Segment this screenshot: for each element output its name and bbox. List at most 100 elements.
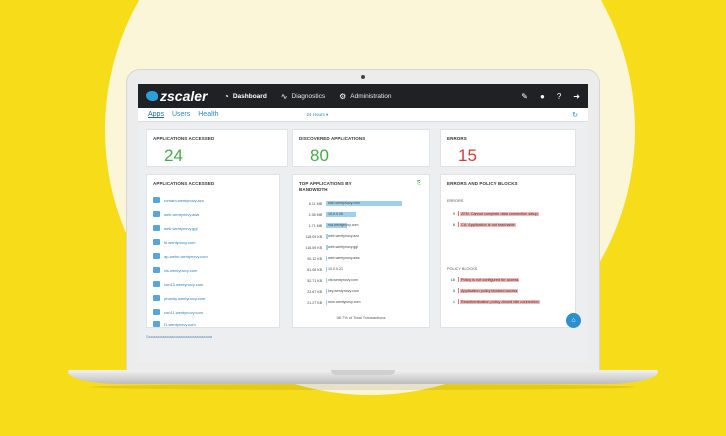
bandwidth-row[interactable]: 23.67 KB key.wentynovy.com — [299, 289, 402, 294]
policy-row[interactable]: 16 Policy is not configured for access — [447, 277, 520, 282]
bandwidth-row[interactable]: 1.71 MB rsa.wentynovy.com — [299, 223, 402, 228]
policy-label: POLICY BLOCKS — [447, 267, 478, 271]
policy-marker — [458, 277, 459, 282]
nav-dashboard-label: Dashboard — [232, 92, 267, 100]
bandwidth-app-name: web.wentynovy.azu — [328, 234, 360, 238]
list-item[interactable]: f1.wentynovy.com — [153, 321, 196, 327]
bandwidth-app-name: mon.wentynovy.com — [328, 300, 361, 304]
app-icon — [153, 211, 160, 217]
bandwidth-footer: 98.7% of Total Transactions — [336, 315, 386, 320]
error-row[interactable]: 9 ZEN: Cannot complete data connection se… — [447, 211, 539, 216]
bandwidth-row[interactable]: 61.08 KB 10.0.0.21 — [299, 267, 402, 272]
brand-name: zscaler — [160, 88, 208, 104]
bandwidth-app-name: 10.0.0.26 — [328, 212, 343, 216]
stat-card-applications-accessed[interactable]: APPLICATIONS ACCESSED 24 — [146, 129, 288, 167]
bandwidth-bar-fill — [326, 245, 328, 250]
policy-count: 1 — [452, 299, 455, 304]
chat-icon: ⌂ — [571, 317, 576, 324]
zscaler-logo[interactable]: zscaler — [146, 88, 224, 104]
list-item[interactable]: con11.wentynovy.com — [153, 309, 203, 315]
policy-marker — [458, 299, 459, 304]
bandwidth-row[interactable]: 52.71 KB vis.wentynovy.com — [299, 278, 402, 283]
bandwidth-bar: 10.0.0.21 — [326, 267, 402, 272]
bandwidth-bar-fill — [326, 267, 327, 272]
bandwidth-bar: mon.wentynovy.com — [326, 300, 402, 305]
bandwidth-bar: sich.wentynovy.com — [326, 201, 402, 206]
laptop-shadow — [90, 384, 636, 390]
bandwidth-row[interactable]: 118.09 KB web.wentynovy.azu — [299, 234, 402, 239]
bandwidth-row[interactable]: 6.11 MB sich.wentynovy.com — [299, 201, 402, 206]
refresh-icon[interactable]: ↻ — [572, 111, 578, 119]
errors-label: ERRORS — [447, 199, 464, 203]
logout-icon[interactable]: ➜ — [573, 91, 580, 101]
list-item[interactable]: web.wentynovy.ggl — [153, 225, 198, 231]
app-icon — [153, 321, 160, 327]
bandwidth-row[interactable]: 2.36 MB 10.0.0.26 — [299, 212, 402, 217]
dashboard-icon: ◔ — [224, 91, 229, 101]
error-count: 9 — [452, 211, 455, 216]
user-icon[interactable]: ● — [540, 91, 545, 101]
bandwidth-bar: web.wentynovy.aws — [326, 256, 402, 261]
bandwidth-row[interactable]: 90.12 KB web.wentynovy.aws — [299, 256, 402, 261]
nav-administration[interactable]: ⚙ Administration — [339, 92, 391, 101]
tab-users[interactable]: Users — [171, 111, 191, 118]
tab-apps[interactable]: Apps — [148, 111, 164, 118]
help-icon[interactable]: ? — [556, 91, 562, 101]
app-icon — [153, 309, 160, 315]
stat-card-discovered-applications[interactable]: DISCOVERED APPLICATIONS 80 — [292, 129, 430, 167]
stat-card-errors[interactable]: ERRORS 15 — [440, 129, 576, 167]
list-item[interactable]: ap-wehn.wentynovy.com — [153, 253, 208, 259]
bandwidth-bar: 10.0.0.26 — [326, 212, 402, 217]
chat-support-button[interactable]: ⌂ — [566, 313, 581, 328]
bandwidth-size: 21.27 KB — [307, 300, 322, 305]
top-navbar: zscaler ◔ Dashboard ∿ Diagnostics ⚙ Admi… — [138, 84, 588, 108]
gears-icon: ⚙ — [339, 91, 347, 101]
time-range-select[interactable]: 24 Hours ▾ — [306, 111, 329, 117]
panel-title: APPLICATIONS ACCESSED — [153, 181, 215, 186]
panel-footer[interactable]: Gaaaaaaaaaaaaaaaaaaaaaaaaaaaaaaaaaaaa — [146, 335, 213, 339]
bandwidth-bar: web.wentynovy.ggl — [326, 245, 402, 250]
app-name: con13.wentynovy.com — [164, 281, 204, 287]
nav-administration-label: Administration — [350, 92, 392, 100]
app-name: phandy.wentynovy.com — [164, 295, 206, 301]
bandwidth-bar-fill — [326, 201, 402, 206]
tab-health[interactable]: Health — [198, 111, 219, 118]
app-name: bl.wentynovy.com — [164, 239, 196, 245]
app-name: f1.wentynovy.com — [164, 321, 196, 327]
diagnostics-icon: ∿ — [280, 91, 288, 101]
bandwidth-app-name: rsa.wentynovy.com — [328, 223, 359, 227]
app-icon — [153, 197, 160, 203]
nav-diagnostics[interactable]: ∿ Diagnostics — [281, 92, 325, 101]
app-icon — [153, 281, 160, 287]
panel-title-line2: BANDWIDTH — [299, 187, 328, 192]
list-item[interactable]: web.wentynovy.aws — [153, 211, 199, 217]
policy-row[interactable]: 1 Reauthentication policy closed idle con… — [447, 299, 540, 304]
nav-dashboard[interactable]: ◔ Dashboard — [224, 92, 267, 101]
edit-icon[interactable]: ✎ — [521, 91, 528, 101]
app-icon — [153, 239, 160, 245]
errors-policy-panel: ERRORS AND POLICY BLOCKS ERRORS 9 ZEN: Ca… — [440, 174, 576, 328]
policy-row[interactable]: 5 Application policy blocked access — [447, 288, 519, 293]
error-message: CA: Application is not reachable — [460, 222, 516, 227]
policy-count: 5 — [452, 288, 455, 293]
bandwidth-bar-fill — [326, 300, 327, 305]
laptop-notch — [331, 370, 395, 375]
panel-title-line1: TOP APPLICATIONS BY — [299, 181, 352, 186]
list-item[interactable]: con13.wentynovy.com — [153, 281, 203, 287]
error-row[interactable]: 6 CA: Application is not reachable — [447, 222, 516, 227]
bandwidth-size: 61.08 KB — [307, 267, 322, 272]
export-icon[interactable]: ⎘ — [416, 180, 421, 186]
bandwidth-app-name: 10.0.0.21 — [328, 267, 343, 271]
app-name: ap-wehn.wentynovy.com — [164, 253, 208, 259]
list-item[interactable]: vis.wentynovy.com — [153, 267, 197, 273]
bandwidth-row[interactable]: 116.59 KB web.wentynovy.ggl — [299, 245, 402, 250]
error-marker — [458, 222, 459, 227]
policy-message: Reauthentication policy closed idle conn… — [460, 299, 540, 304]
list-item[interactable]: bl.wentynovy.com — [153, 239, 196, 245]
list-item[interactable]: romaro.wentynovy.azu — [153, 197, 204, 203]
stat-title: ERRORS — [447, 136, 467, 141]
bandwidth-size: 1.71 MB — [308, 223, 322, 228]
bandwidth-bar: web.wentynovy.azu — [326, 234, 402, 239]
bandwidth-row[interactable]: 21.27 KB mon.wentynovy.com — [299, 300, 402, 305]
list-item[interactable]: phandy.wentynovy.com — [153, 295, 205, 301]
